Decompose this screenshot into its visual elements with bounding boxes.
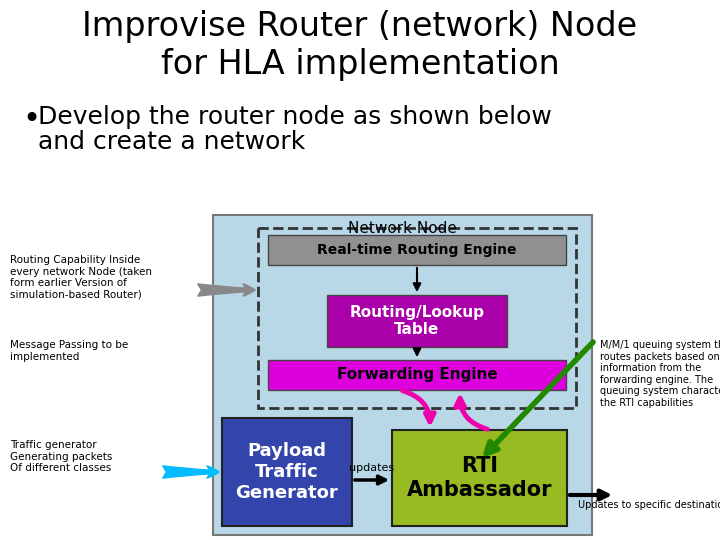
Text: for HLA implementation: for HLA implementation — [161, 48, 559, 81]
Text: Payload
Traffic
Generator: Payload Traffic Generator — [235, 442, 338, 502]
Bar — [327, 295, 507, 347]
Text: •: • — [22, 105, 40, 134]
Bar — [268, 235, 566, 265]
Text: Updates to specific destinations: Updates to specific destinations — [578, 500, 720, 510]
Text: Improvise Router (network) Node: Improvise Router (network) Node — [82, 10, 638, 43]
Text: updates: updates — [349, 463, 395, 473]
Text: Develop the router node as shown below: Develop the router node as shown below — [38, 105, 552, 129]
Bar — [213, 215, 592, 535]
Text: Routing/Lookup
Table: Routing/Lookup Table — [349, 305, 485, 337]
Text: and create a network: and create a network — [38, 130, 305, 154]
Text: Forwarding Engine: Forwarding Engine — [337, 368, 498, 382]
Text: Network Node: Network Node — [348, 221, 457, 236]
Bar — [268, 360, 566, 390]
Text: RTI
Ambassador: RTI Ambassador — [407, 456, 552, 500]
Bar — [258, 228, 576, 408]
Text: Traffic generator
Generating packets
Of different classes: Traffic generator Generating packets Of … — [10, 440, 112, 473]
Bar — [392, 430, 567, 526]
Text: Message Passing to be
implemented: Message Passing to be implemented — [10, 340, 128, 362]
Bar — [222, 418, 352, 526]
Text: Routing Capability Inside
every network Node (taken
form earlier Version of
simu: Routing Capability Inside every network … — [10, 255, 152, 300]
Text: Real-time Routing Engine: Real-time Routing Engine — [318, 243, 517, 257]
Text: M/M/1 queuing system that
routes packets based on the
information from the
forwa: M/M/1 queuing system that routes packets… — [600, 340, 720, 408]
